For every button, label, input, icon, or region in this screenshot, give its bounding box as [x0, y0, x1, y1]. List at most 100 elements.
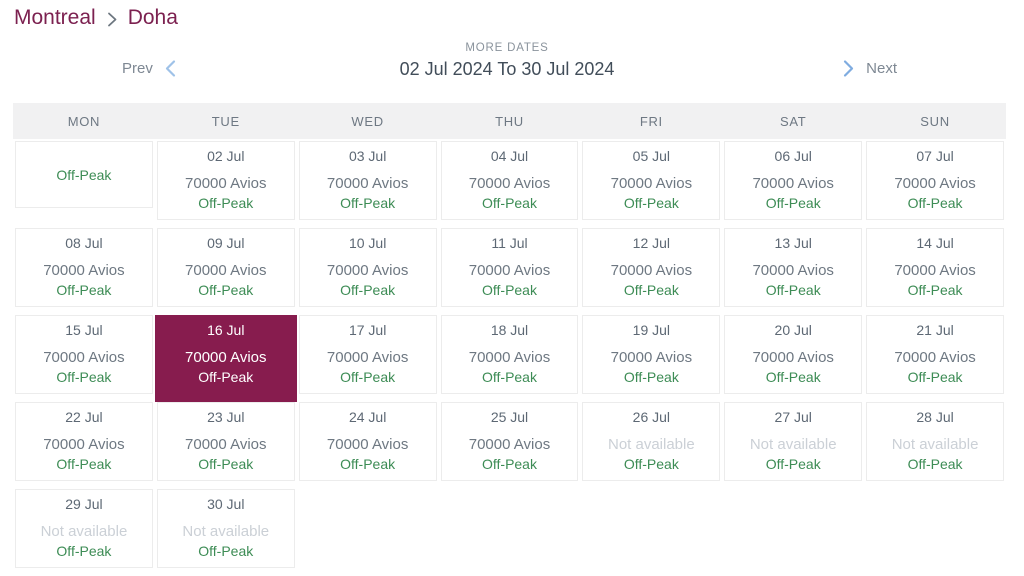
cell-peak-label: Off-Peak: [198, 282, 254, 298]
cell-price: 70000 Avios: [468, 349, 551, 366]
cell-date: 19 Jul: [632, 322, 671, 338]
calendar-cell-13-jul[interactable]: 13 Jul 70000 Avios Off-Peak: [724, 228, 863, 307]
cell-date: 06 Jul: [774, 148, 812, 164]
calendar-cell-05-jul[interactable]: 05 Jul 70000 Avios Off-Peak: [582, 141, 721, 220]
date-range-header: MORE DATES 02 Jul 2024 To 30 Jul 2024: [0, 42, 1014, 80]
cell-price: 70000 Avios: [894, 349, 976, 366]
route-origin: Montreal: [14, 6, 96, 29]
calendar-cell-09-jul[interactable]: 09 Jul 70000 Avios Off-Peak: [156, 228, 295, 307]
cell-price: 70000 Avios: [752, 349, 834, 366]
calendar-cell-21-jul[interactable]: 21 Jul 70000 Avios Off-Peak: [866, 315, 1004, 394]
cell-peak-label: Off-Peak: [198, 456, 254, 472]
cell-price: 70000 Avios: [752, 175, 834, 192]
cell-peak-label: Off-Peak: [481, 282, 537, 298]
cell-price: 70000 Avios: [326, 262, 409, 279]
cell-price: 70000 Avios: [326, 175, 409, 192]
cell-peak-label: Off-Peak: [340, 456, 396, 472]
calendar-cell-22-jul[interactable]: 22 Jul 70000 Avios Off-Peak: [15, 402, 153, 481]
cell-peak-label: Off-Peak: [907, 195, 963, 211]
cell-date: 04 Jul: [490, 148, 529, 164]
cell-date: 23 Jul: [207, 409, 245, 425]
cell-price: 70000 Avios: [185, 262, 267, 279]
cell-peak-label: Off-Peak: [765, 369, 821, 385]
cell-peak-label: Off-Peak: [623, 282, 679, 298]
cell-peak-label: Off-Peak: [765, 282, 821, 298]
cell-date: 20 Jul: [774, 322, 812, 338]
calendar-cell-19-jul[interactable]: 19 Jul 70000 Avios Off-Peak: [582, 315, 721, 394]
calendar-cell-26-jul: 26 Jul Not available Off-Peak: [582, 402, 721, 481]
cell-price: Not available: [182, 523, 270, 540]
calendar-cell-18-jul[interactable]: 18 Jul 70000 Avios Off-Peak: [440, 315, 579, 394]
cell-price: 70000 Avios: [468, 262, 551, 279]
cell-peak-label: Off-Peak: [623, 369, 679, 385]
calendar-cell-06-jul[interactable]: 06 Jul 70000 Avios Off-Peak: [724, 141, 863, 220]
cell-peak-label: Off-Peak: [198, 369, 254, 385]
next-button[interactable]: Next: [842, 59, 897, 78]
cell-peak-label: Off-Peak: [481, 369, 537, 385]
calendar-cell-12-jul[interactable]: 12 Jul 70000 Avios Off-Peak: [582, 228, 721, 307]
calendar-cell-empty: Off-Peak: [15, 141, 153, 208]
calendar-cell-30-jul: 30 Jul Not available Off-Peak: [156, 489, 295, 568]
calendar-cell-27-jul: 27 Jul Not available Off-Peak: [724, 402, 863, 481]
cell-peak-label: Off-Peak: [907, 282, 963, 298]
calendar-cell-14-jul[interactable]: 14 Jul 70000 Avios Off-Peak: [866, 228, 1004, 307]
cell-date: 13 Jul: [774, 235, 812, 251]
cell-price: Not available: [607, 436, 695, 453]
cell-peak-label: Off-Peak: [340, 282, 396, 298]
cell-date: 27 Jul: [774, 409, 812, 425]
cell-date: 17 Jul: [348, 322, 387, 338]
cell-price: 70000 Avios: [894, 262, 976, 279]
date-range-label: 02 Jul 2024 To 30 Jul 2024: [399, 59, 615, 79]
calendar-cell-08-jul[interactable]: 08 Jul 70000 Avios Off-Peak: [15, 228, 153, 307]
calendar-cell-10-jul[interactable]: 10 Jul 70000 Avios Off-Peak: [298, 228, 437, 307]
cell-price: Not available: [749, 436, 837, 453]
calendar-cell-28-jul: 28 Jul Not available Off-Peak: [866, 402, 1004, 481]
cell-price: 70000 Avios: [752, 262, 834, 279]
calendar-cell-07-jul[interactable]: 07 Jul 70000 Avios Off-Peak: [866, 141, 1004, 220]
day-header-fri: FRI: [639, 113, 663, 129]
cell-peak-label: Off-Peak: [623, 456, 679, 472]
day-header-wed: WED: [351, 113, 384, 129]
cell-date: 26 Jul: [632, 409, 671, 425]
prev-button-label: Prev: [122, 60, 153, 77]
cell-price: 70000 Avios: [468, 175, 551, 192]
day-header-tue: TUE: [211, 113, 240, 129]
calendar-cell-24-jul[interactable]: 24 Jul 70000 Avios Off-Peak: [298, 402, 437, 481]
cell-price: 70000 Avios: [610, 349, 693, 366]
calendar-grid: Off-Peak 02 Jul 70000 Avios Off-Peak 03 Jul 7…: [13, 141, 1006, 576]
calendar-cell-25-jul[interactable]: 25 Jul 70000 Avios Off-Peak: [440, 402, 579, 481]
calendar-cell-16-jul[interactable]: 16 Jul 70000 Avios Off-Peak: [154, 315, 297, 402]
chevron-left-icon: [164, 59, 177, 78]
cell-peak-label: Off-Peak: [56, 543, 112, 559]
cell-price: 70000 Avios: [894, 175, 976, 192]
cell-date: 02 Jul: [207, 148, 245, 164]
cell-date: 16 Jul: [207, 322, 245, 338]
day-header-thu: THU: [495, 113, 524, 129]
calendar-cell-23-jul[interactable]: 23 Jul 70000 Avios Off-Peak: [156, 402, 295, 481]
cell-date: 14 Jul: [916, 235, 954, 251]
cell-peak-label: Off-Peak: [907, 369, 963, 385]
cell-peak-label: Off-Peak: [623, 195, 679, 211]
calendar-cell-03-jul[interactable]: 03 Jul 70000 Avios Off-Peak: [298, 141, 437, 220]
calendar-cell-20-jul[interactable]: 20 Jul 70000 Avios Off-Peak: [724, 315, 863, 394]
cell-date: 11 Jul: [491, 235, 528, 251]
cell-price: 70000 Avios: [185, 349, 267, 366]
cell-peak-label: Off-Peak: [198, 195, 254, 211]
calendar-cell-04-jul[interactable]: 04 Jul 70000 Avios Off-Peak: [440, 141, 579, 220]
cell-date: 29 Jul: [65, 496, 103, 512]
cell-price: 70000 Avios: [43, 436, 125, 453]
day-header-sun: SUN: [920, 113, 950, 129]
cell-date: 07 Jul: [916, 148, 954, 164]
calendar-cell-17-jul[interactable]: 17 Jul 70000 Avios Off-Peak: [298, 315, 437, 394]
cell-price: 70000 Avios: [43, 349, 125, 366]
calendar-cell-02-jul[interactable]: 02 Jul 70000 Avios Off-Peak: [156, 141, 295, 220]
day-header-mon: MON: [67, 113, 101, 129]
calendar-cell-15-jul[interactable]: 15 Jul 70000 Avios Off-Peak: [15, 315, 153, 394]
cell-date: 18 Jul: [490, 322, 529, 338]
cell-price: Not available: [891, 436, 979, 453]
cell-peak-label: Off-Peak: [765, 456, 821, 472]
calendar-cell-11-jul[interactable]: 11 Jul 70000 Avios Off-Peak: [440, 228, 579, 307]
cell-peak-label: Off-Peak: [198, 543, 254, 559]
cell-peak-label: Off-Peak: [481, 195, 537, 211]
prev-button[interactable]: Prev: [122, 59, 177, 78]
